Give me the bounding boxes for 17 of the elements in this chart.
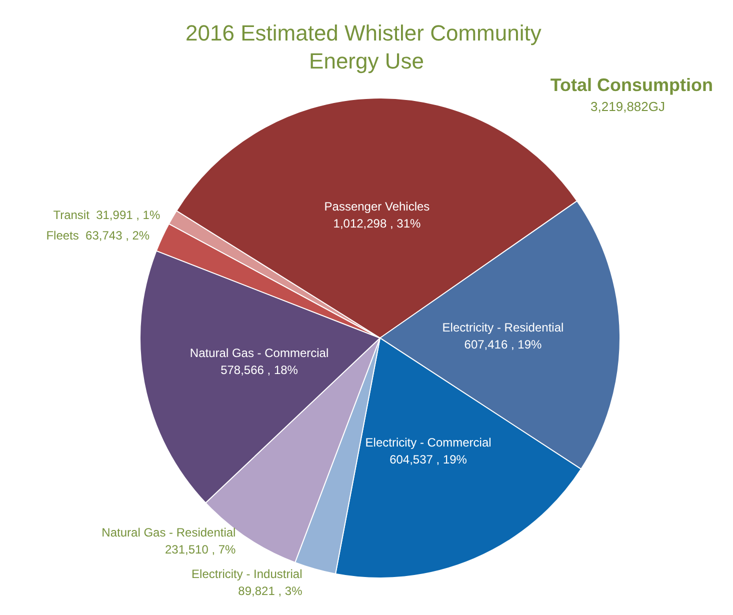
slice-label: Transit 31,991 , 1% bbox=[53, 208, 160, 222]
slice-label: Fleets 63,743 , 2% bbox=[46, 228, 150, 242]
slice-label: Electricity - Industrial bbox=[192, 567, 302, 582]
data-label: 89,821 , 3% bbox=[238, 584, 303, 598]
data-label: 578,566 , 18% bbox=[220, 363, 298, 378]
data-label: 607,416 , 19% bbox=[464, 338, 542, 352]
data-label: 1,012,298 , 31% bbox=[333, 216, 422, 231]
slice-label: Natural Gas - Residential bbox=[102, 526, 236, 540]
chart-title: 2016 Estimated Whistler Community Energy Use bbox=[186, 20, 548, 74]
slice-label: Passenger Vehicles bbox=[324, 200, 430, 214]
text: Total Consumption bbox=[550, 75, 714, 95]
slice-label: Electricity - Residential bbox=[442, 320, 564, 335]
slice-label: Electricity - Commercial bbox=[365, 436, 492, 450]
slice-label: Natural Gas - Commercial bbox=[190, 346, 329, 360]
data-label: 231,510 , 7% bbox=[165, 542, 236, 557]
text: 3,219,882GJ bbox=[590, 99, 666, 114]
data-label: 604,537 , 19% bbox=[390, 452, 468, 467]
